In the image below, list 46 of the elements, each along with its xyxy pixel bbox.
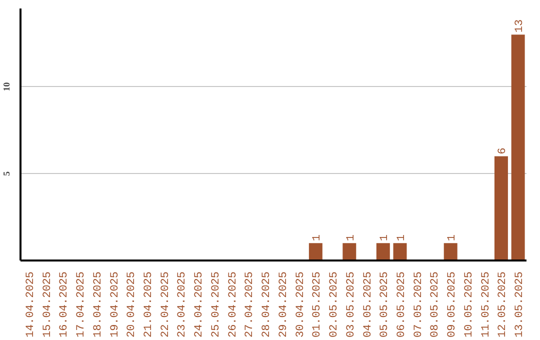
x-tick-label: 19.04.2025 xyxy=(109,271,122,338)
x-tick-label: 02.05.2025 xyxy=(328,271,341,338)
x-tick-label: 28.04.2025 xyxy=(261,271,274,338)
x-tick-label: 03.05.2025 xyxy=(345,271,358,338)
x-tick-label: 04.05.2025 xyxy=(362,271,374,338)
y-tick-label: 10 xyxy=(2,82,12,92)
x-tick-label: 17.04.2025 xyxy=(76,271,88,338)
x-tick-label: 15.04.2025 xyxy=(42,271,54,338)
x-tick-label: 16.04.2025 xyxy=(58,271,71,338)
x-tick-label: 11.05.2025 xyxy=(480,271,492,338)
x-tick-label: 23.04.2025 xyxy=(176,271,189,338)
bar xyxy=(308,243,322,260)
data-label: 1 xyxy=(379,234,392,242)
data-label: 1 xyxy=(345,234,358,242)
x-tick-label: 10.05.2025 xyxy=(463,271,476,338)
x-tick-label: 05.05.2025 xyxy=(379,271,392,338)
data-label: 1 xyxy=(446,234,459,242)
x-tick-label: 25.04.2025 xyxy=(210,271,222,338)
x-tick-label: 24.04.2025 xyxy=(194,271,206,338)
x-tick-label: 01.05.2025 xyxy=(312,271,324,338)
x-tick-label: 22.04.2025 xyxy=(160,271,172,338)
x-tick-label: 29.04.2025 xyxy=(278,271,290,338)
x-tick-label: 26.04.2025 xyxy=(227,271,240,338)
data-label: 13 xyxy=(514,19,526,33)
x-tick-label: 18.04.2025 xyxy=(92,271,104,338)
bar xyxy=(342,243,356,260)
x-tick-label: 14.04.2025 xyxy=(24,271,37,338)
x-tick-label: 12.05.2025 xyxy=(497,271,510,338)
x-tick-label: 07.05.2025 xyxy=(412,271,425,338)
x-tick-label: 27.04.2025 xyxy=(244,271,256,338)
bar xyxy=(376,243,390,260)
x-tick-label: 13.05.2025 xyxy=(514,271,526,338)
y-tick-label: 5 xyxy=(2,170,12,176)
x-tick-label: 21.04.2025 xyxy=(143,271,155,338)
x-tick-label: 06.05.2025 xyxy=(396,271,408,338)
bar xyxy=(444,243,458,260)
x-tick-label: 09.05.2025 xyxy=(446,271,459,338)
bar xyxy=(494,156,508,260)
x-tick-label: 30.04.2025 xyxy=(294,271,307,338)
x-tick-label: 08.05.2025 xyxy=(430,271,442,338)
data-label: 1 xyxy=(312,234,324,242)
bar xyxy=(511,34,525,260)
bar xyxy=(393,243,407,260)
x-tick-label: 20.04.2025 xyxy=(126,271,138,338)
data-label: 6 xyxy=(497,148,510,154)
data-label: 1 xyxy=(396,234,408,242)
